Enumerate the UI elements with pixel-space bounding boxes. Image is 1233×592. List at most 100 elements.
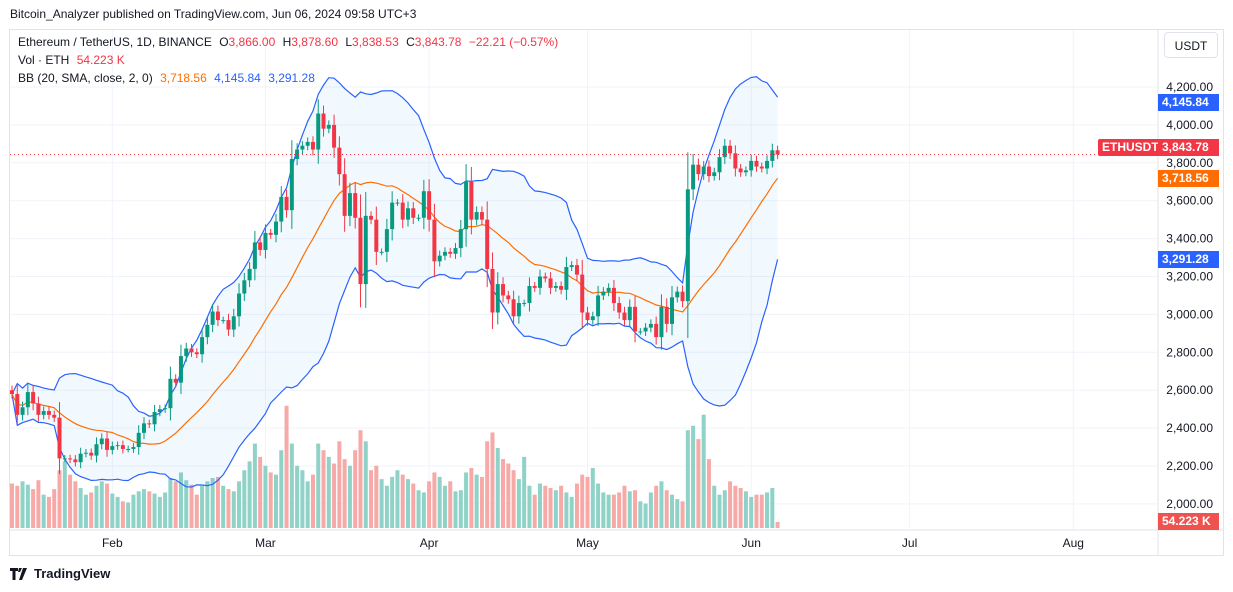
tradingview-logo[interactable]: TradingView (10, 566, 110, 581)
bb-lower-value: 3,291.28 (268, 71, 315, 85)
volume-bar (728, 481, 733, 528)
candle-body (173, 378, 178, 383)
volume-bar (596, 483, 601, 528)
candle-body (105, 438, 110, 450)
candle-body (490, 268, 495, 313)
candle-body (448, 251, 453, 254)
volume-bar (680, 501, 685, 528)
volume-bar (178, 472, 183, 528)
price-tick-label: 4,200.00 (1166, 80, 1213, 94)
candle (633, 296, 638, 343)
candle-body (73, 459, 78, 463)
volume-bar (379, 479, 384, 528)
volume-bar (738, 488, 743, 528)
tradingview-logo-icon (10, 567, 27, 580)
candle (448, 247, 453, 258)
candle (543, 272, 548, 283)
volume-bar (363, 441, 368, 528)
volume-bar (442, 485, 447, 528)
candle (706, 160, 711, 183)
volume-bar (316, 443, 321, 528)
candle (332, 114, 337, 158)
candle-body (759, 166, 764, 169)
bb-upper-line (11, 76, 779, 417)
candle (648, 319, 653, 333)
candle (759, 162, 764, 173)
volume-bar (617, 492, 622, 528)
low-label: L (345, 35, 353, 49)
candle-body (670, 297, 674, 324)
candle-body (41, 411, 46, 415)
volume-bar (485, 441, 490, 528)
high-label: H (282, 35, 292, 49)
candle (516, 295, 521, 324)
candle-body (347, 193, 352, 216)
candle (606, 283, 611, 297)
candle-body (421, 191, 426, 218)
candle (78, 447, 83, 469)
candles (10, 99, 780, 475)
bb-fill (12, 76, 778, 488)
candle (347, 182, 352, 227)
candle-body (115, 445, 120, 447)
volume-bar (231, 491, 236, 528)
volume-bar (57, 470, 62, 528)
open-value: 3,866.00 (228, 35, 276, 49)
candle (527, 277, 532, 312)
volume-bar (654, 485, 659, 528)
volume-bar (289, 443, 294, 528)
candle-body (400, 202, 405, 220)
time-tick-label: May (576, 536, 599, 550)
legend-bb-row[interactable]: BB (20, SMA, close, 2, 0) 3,718.56 4,145… (18, 71, 319, 85)
candle-body (569, 265, 574, 268)
candle (590, 311, 595, 325)
volume-bar (184, 480, 189, 528)
candle-body (754, 160, 759, 167)
volume-value: 54.223 K (76, 53, 125, 67)
candle-body (332, 124, 337, 148)
symbol-name[interactable]: Ethereum / TetherUS, 1D, BINANCE (18, 35, 212, 49)
volume-bar (258, 456, 263, 528)
volume-bar (10, 483, 14, 528)
candle-body (601, 291, 606, 296)
candle (205, 317, 210, 345)
candle-body (659, 306, 664, 338)
volume-bar (722, 490, 727, 528)
volume-bar (495, 448, 500, 528)
volume-bar (427, 481, 432, 528)
bb-lower-line (11, 259, 779, 488)
volume-bar (569, 496, 574, 528)
volume-bar (337, 441, 342, 528)
price-tick-label: 2,000.00 (1166, 497, 1213, 511)
candle (696, 158, 701, 181)
volume-bar (157, 496, 162, 528)
candle-body (749, 160, 754, 171)
volume-bar (105, 483, 110, 528)
candle (310, 136, 315, 156)
candle (57, 402, 62, 475)
time-axis[interactable]: Feb Mar Apr May Jun Jul Aug (102, 536, 1084, 550)
currency-button[interactable]: USDT (1164, 32, 1218, 58)
candle-body (406, 208, 410, 220)
candle (231, 308, 236, 337)
candle-body (532, 285, 537, 288)
candle-body (210, 311, 215, 325)
candle-body (585, 312, 590, 321)
candle (105, 431, 110, 457)
candle (10, 385, 14, 399)
candle-body (178, 356, 183, 383)
candle (627, 299, 632, 328)
candle-body (342, 174, 347, 216)
time-tick-label: Mar (255, 536, 276, 550)
volume-bar (675, 499, 680, 528)
volume-bar (559, 485, 564, 528)
volume-bar (522, 456, 527, 528)
candle (701, 160, 706, 180)
candle-body (94, 444, 99, 456)
volume-bar (152, 493, 157, 528)
price-axis[interactable]: 2,000.00 2,200.00 2,400.00 2,600.00 2,800.00… (1166, 80, 1213, 511)
volume-bar (99, 481, 104, 528)
legend-volume-row[interactable]: Vol · ETH 54.223 K (18, 53, 129, 67)
volume-bar (564, 492, 569, 528)
